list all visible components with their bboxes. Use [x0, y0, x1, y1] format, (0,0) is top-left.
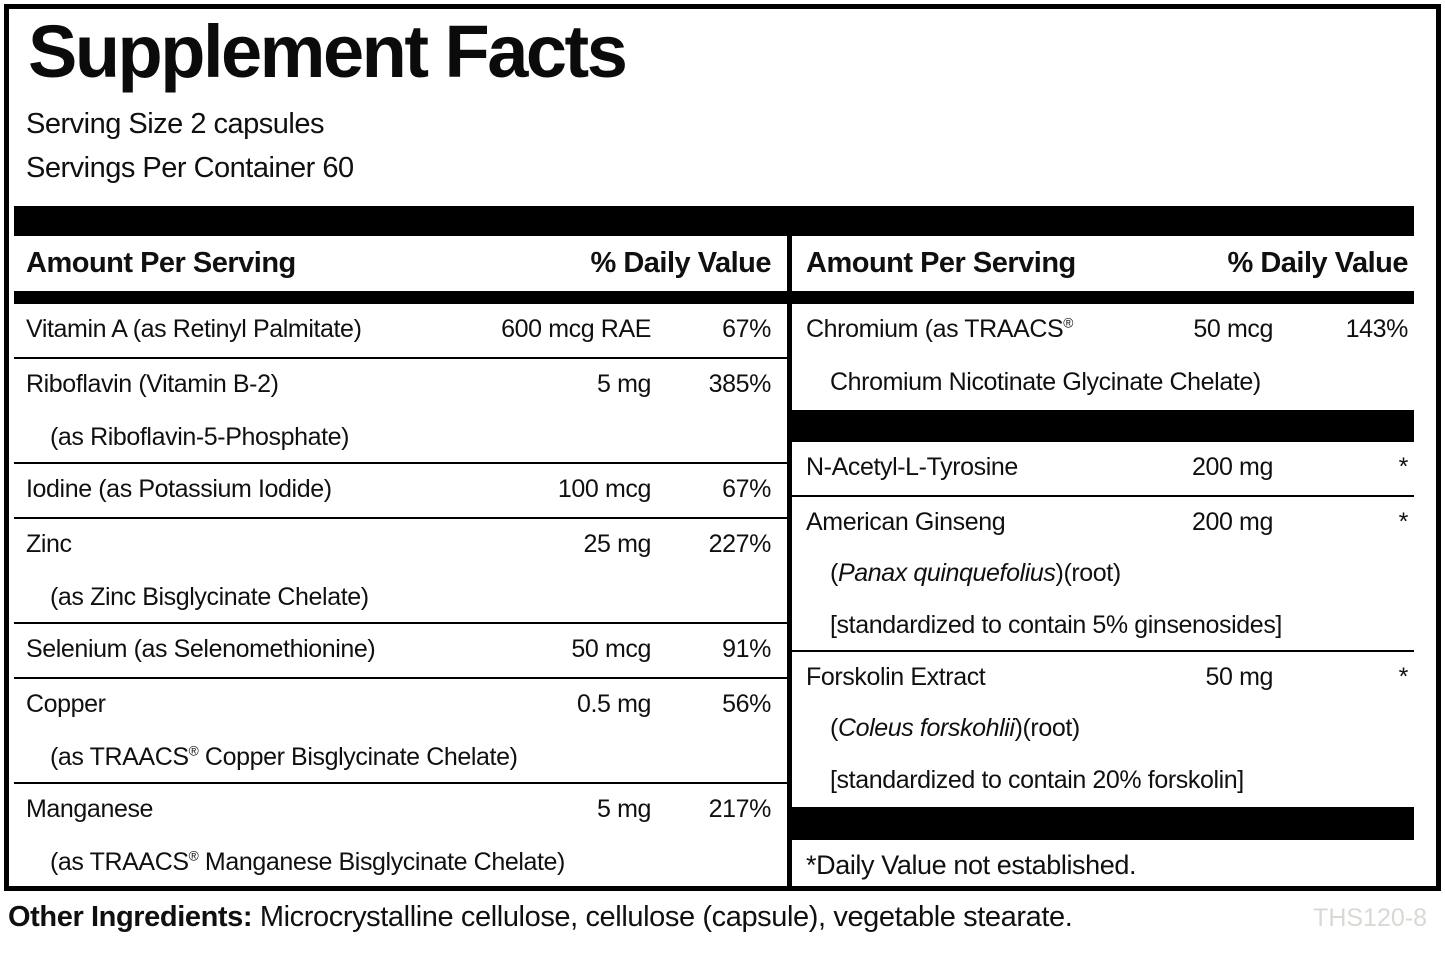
nutrient-dv: 385%: [708, 370, 772, 398]
separator-bar-mid: [792, 410, 1414, 442]
registered-trademark-symbol: ®: [1063, 315, 1074, 331]
nutrient-name: Manganese: [26, 795, 154, 823]
botanical-name-text: )(root): [1014, 714, 1081, 743]
facts-table: Amount Per Serving % Daily Value Amount …: [14, 206, 1414, 887]
panel-title: Supplement Facts: [28, 10, 628, 93]
botanical-name-text: (: [830, 559, 838, 588]
standardization-note: [standardized to contain 20% forskolin]: [830, 765, 1244, 794]
botanical-latin-name: Panax quinquefolius: [837, 559, 1056, 588]
nutrient-row-iodine: Iodine (as Potassium Iodide) 100 mcg 67%: [14, 464, 787, 519]
botanical-name-text: (: [830, 714, 838, 743]
nutrient-source: (as TRAACS® Manganese Bisglycinate Chela…: [50, 849, 771, 875]
botanical-latin-name: Coleus forskohlii: [837, 714, 1015, 743]
daily-value-footnote: *Daily Value not established.: [806, 850, 1137, 880]
nutrient-row-vitamin-a: Vitamin A (as Retinyl Palmitate) 600 mcg…: [14, 304, 787, 359]
nutrient-dv: *: [1398, 663, 1409, 691]
separator-bar-footnote: [792, 807, 1414, 840]
botanical-name: (Panax quinquefolius)(root): [830, 560, 1408, 586]
header-amount-per-serving: Amount Per Serving: [26, 247, 296, 279]
nutrient-dv: 227%: [708, 530, 772, 558]
nutrient-name: Chromium (as TRAACS®: [806, 316, 1088, 342]
other-ingredients-text: Microcrystalline cellulose, cellulose (c…: [252, 901, 1073, 933]
table-header-left: Amount Per Serving % Daily Value: [14, 236, 792, 291]
nutrient-dv: *: [1398, 453, 1409, 481]
servings-per-container: Servings Per Container 60: [26, 151, 354, 184]
nutrient-amount: 5 mg: [597, 795, 651, 823]
nutrient-name: Selenium (as Selenomethionine): [26, 635, 376, 663]
nutrient-name: Vitamin A (as Retinyl Palmitate): [26, 315, 362, 343]
table-header-row: Amount Per Serving % Daily Value Amount …: [14, 236, 1414, 291]
botanical-name: (Coleus forskohlii)(root): [830, 715, 1408, 741]
registered-trademark-symbol: ®: [188, 848, 199, 864]
standardization-note: [standardized to contain 5% ginsenosides…: [830, 610, 1282, 639]
nutrient-source: (as Riboflavin-5-Phosphate): [50, 423, 350, 452]
other-ingredients: Other Ingredients: Microcrystalline cell…: [8, 901, 1073, 934]
nutrient-source-text: (as TRAACS: [50, 848, 189, 877]
nutrient-amount: 50 mcg: [1193, 315, 1273, 343]
serving-size: Serving Size 2 capsules: [26, 108, 325, 140]
nutrient-name: American Ginseng: [806, 508, 1006, 536]
botanical-name-text: )(root): [1055, 559, 1122, 588]
nutrient-amount: 100 mcg: [557, 475, 651, 503]
nutrient-row-zinc: Zinc 25 mg 227% (as Zinc Bisglycinate Ch…: [14, 519, 787, 624]
separator-bar-header: [14, 291, 1414, 304]
serving-info: Serving Size 2 capsules Servings Per Con…: [26, 103, 1436, 190]
nutrient-row-forskolin-extract: Forskolin Extract 50 mg * (Coleus forsko…: [792, 652, 1414, 807]
nutrient-dv: 91%: [722, 635, 771, 663]
nutrient-dv: 56%: [722, 690, 771, 718]
nutrient-amount: 200 mg: [1192, 508, 1273, 536]
nutrient-name: Copper: [26, 690, 106, 718]
nutrient-amount: 50 mcg: [571, 635, 651, 663]
nutrient-source: (as Zinc Bisglycinate Chelate): [50, 583, 369, 612]
nutrient-name: N-Acetyl-L-Tyrosine: [806, 453, 1018, 481]
nutrient-column-left: Vitamin A (as Retinyl Palmitate) 600 mcg…: [14, 304, 792, 887]
nutrient-row-n-acetyl-l-tyrosine: N-Acetyl-L-Tyrosine 200 mg *: [792, 442, 1414, 497]
nutrient-name: Iodine (as Potassium Iodide): [26, 475, 332, 503]
nutrient-source-text: Manganese Bisglycinate Chelate): [198, 848, 565, 877]
nutrient-dv: 67%: [722, 475, 771, 503]
nutrient-row-riboflavin: Riboflavin (Vitamin B-2) 5 mg 385% (as R…: [14, 359, 787, 464]
nutrient-row-selenium: Selenium (as Selenomethionine) 50 mcg 91…: [14, 624, 787, 679]
nutrient-source: (as TRAACS® Copper Bisglycinate Chelate): [50, 744, 771, 770]
nutrient-dv: 67%: [722, 315, 771, 343]
nutrient-amount: 0.5 mg: [576, 690, 651, 718]
nutrient-name: Forskolin Extract: [806, 663, 986, 691]
nutrient-dv: 217%: [708, 795, 772, 823]
nutrient-name: Zinc: [26, 530, 72, 558]
header-amount-per-serving: Amount Per Serving: [806, 247, 1076, 279]
table-header-right: Amount Per Serving % Daily Value: [792, 236, 1414, 291]
nutrient-column-right: Chromium (as TRAACS® 50 mcg 143% Chromiu…: [792, 304, 1414, 887]
supplement-facts-panel: Supplement Facts Serving Size 2 capsules…: [4, 4, 1441, 891]
other-ingredients-label: Other Ingredients:: [8, 901, 253, 933]
bottom-row: Other Ingredients: Microcrystalline cell…: [8, 901, 1427, 934]
nutrient-row-chromium: Chromium (as TRAACS® 50 mcg 143% Chromiu…: [792, 304, 1414, 410]
product-code: THS120-8: [1313, 904, 1427, 932]
header-daily-value: % Daily Value: [1227, 247, 1409, 279]
registered-trademark-symbol: ®: [188, 743, 199, 759]
nutrient-name: Riboflavin (Vitamin B-2): [26, 370, 279, 398]
nutrient-amount: 25 mg: [583, 530, 652, 558]
separator-bar-top: [14, 206, 1414, 236]
nutrient-amount: 200 mg: [1192, 453, 1273, 481]
nutrient-dv: 143%: [1345, 315, 1409, 343]
nutrient-row-copper: Copper 0.5 mg 56% (as TRAACS® Copper Bis…: [14, 679, 787, 784]
nutrient-row-manganese: Manganese 5 mg 217% (as TRAACS® Manganes…: [14, 784, 787, 887]
nutrient-dv: *: [1398, 508, 1409, 536]
nutrient-columns: Vitamin A (as Retinyl Palmitate) 600 mcg…: [14, 304, 1414, 887]
nutrient-source: Chromium Nicotinate Glycinate Chelate): [830, 368, 1261, 397]
nutrient-amount: 600 mcg RAE: [501, 315, 651, 343]
nutrient-source-text: (as TRAACS: [50, 743, 189, 772]
nutrient-source-text: Copper Bisglycinate Chelate): [198, 743, 518, 772]
nutrient-amount: 5 mg: [597, 370, 651, 398]
nutrient-amount: 50 mg: [1205, 663, 1274, 691]
nutrient-name-text: Chromium (as TRAACS: [806, 315, 1064, 343]
nutrient-row-american-ginseng: American Ginseng 200 mg * (Panax quinque…: [792, 497, 1414, 652]
header-daily-value: % Daily Value: [590, 247, 772, 279]
